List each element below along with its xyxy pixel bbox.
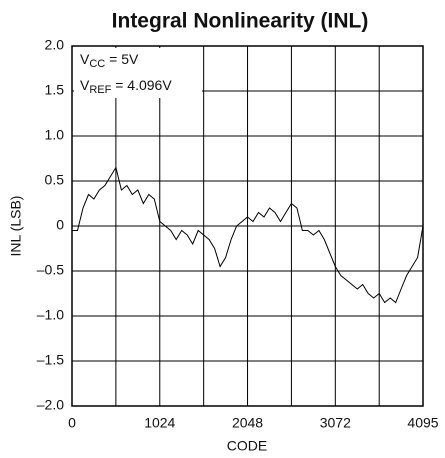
- y-tick-label: 0: [56, 217, 64, 233]
- y-tick-label: –2.0: [37, 397, 64, 413]
- x-axis-label: CODE: [227, 438, 267, 454]
- y-tick-label: 2.0: [45, 37, 65, 53]
- annotation-box: [74, 48, 202, 98]
- chart-title: Integral Nonlinearity (INL): [112, 10, 369, 33]
- x-tick-label: 1024: [144, 415, 175, 431]
- annotation-main: V: [80, 77, 90, 93]
- annotation-sub: CC: [89, 58, 105, 70]
- annotation-sub: REF: [89, 84, 111, 96]
- y-tick-label: 1.5: [45, 82, 65, 98]
- x-tick-label: 2048: [232, 415, 263, 431]
- y-tick-label: 1.0: [45, 127, 65, 143]
- annotation-main: V: [80, 51, 90, 67]
- y-tick-label: –0.5: [37, 262, 64, 278]
- x-tick-label: 0: [68, 415, 76, 431]
- y-axis-label: INL (LSB): [8, 196, 24, 257]
- annotation: VREF = 4.096V: [80, 77, 172, 96]
- y-tick-label: 0.5: [45, 172, 65, 188]
- x-tick-label: 4095: [407, 415, 438, 431]
- annotation-tail: = 5V: [105, 51, 139, 67]
- data-line: [72, 166, 424, 304]
- annotation: VCC = 5V: [80, 51, 139, 70]
- annotation-tail: = 4.096V: [111, 77, 172, 93]
- x-tick-label: 3072: [320, 415, 351, 431]
- y-tick-label: –1.5: [37, 352, 64, 368]
- y-tick-label: –1.0: [37, 307, 64, 323]
